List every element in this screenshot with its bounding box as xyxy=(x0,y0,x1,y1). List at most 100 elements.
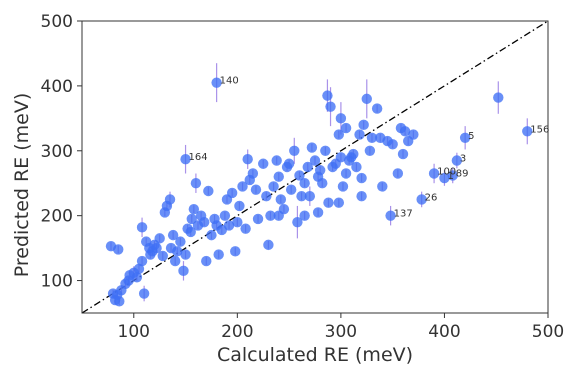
data-point xyxy=(186,213,197,225)
data-point xyxy=(522,126,533,137)
data-point xyxy=(252,213,264,225)
data-point xyxy=(131,272,143,283)
data-point xyxy=(447,170,458,181)
y-axis-title: Predicted RE (meV) xyxy=(11,93,33,278)
data-point xyxy=(299,210,310,221)
data-point xyxy=(459,132,471,143)
data-point xyxy=(271,155,282,166)
point-annotation: 100 xyxy=(437,166,456,177)
data-point xyxy=(377,181,388,192)
data-point xyxy=(354,129,365,140)
data-point xyxy=(219,210,231,221)
x-tick-label: 200 xyxy=(221,322,253,342)
data-point xyxy=(263,239,274,251)
data-point xyxy=(178,265,189,277)
data-point xyxy=(265,210,276,221)
data-point xyxy=(337,181,349,192)
data-point xyxy=(273,210,284,221)
data-point xyxy=(294,170,305,181)
data-point xyxy=(206,229,217,241)
data-point xyxy=(211,77,222,88)
data-point xyxy=(190,178,202,189)
data-point xyxy=(451,155,463,166)
x-tick-label: 300 xyxy=(325,322,357,342)
data-point xyxy=(113,244,124,255)
data-point xyxy=(223,220,235,231)
data-point xyxy=(309,155,321,166)
data-point xyxy=(268,181,279,192)
data-point xyxy=(203,185,214,197)
data-point xyxy=(296,191,307,202)
data-point xyxy=(493,92,504,103)
data-point xyxy=(201,255,212,267)
point-annotation: 156 xyxy=(530,124,549,135)
data-point xyxy=(157,250,168,262)
data-point xyxy=(180,154,191,165)
data-point xyxy=(333,197,345,208)
point-annotation: 26 xyxy=(425,192,438,203)
data-point xyxy=(392,168,404,179)
data-point xyxy=(399,126,411,137)
data-point xyxy=(356,172,367,184)
data-point xyxy=(250,184,262,195)
data-point xyxy=(371,103,383,114)
data-point xyxy=(247,168,259,179)
data-point xyxy=(154,233,165,244)
data-point xyxy=(356,191,367,202)
data-point xyxy=(364,145,376,156)
data-point xyxy=(299,178,310,189)
data-point xyxy=(292,216,303,228)
point-annotation: 140 xyxy=(220,76,239,87)
data-point xyxy=(175,236,186,247)
point-annotation: 164 xyxy=(189,152,208,163)
data-point xyxy=(322,90,333,101)
data-point xyxy=(213,249,224,260)
data-point xyxy=(320,145,331,156)
data-point xyxy=(151,242,162,254)
data-point xyxy=(317,178,328,189)
data-point xyxy=(306,142,318,153)
data-point xyxy=(136,255,148,267)
plot-frame xyxy=(81,20,549,314)
data-point xyxy=(242,154,253,165)
data-point xyxy=(240,223,251,234)
data-point xyxy=(226,187,238,199)
point-annotation: 3 xyxy=(460,154,466,165)
data-point xyxy=(136,222,148,233)
data-point xyxy=(335,113,347,124)
data-point xyxy=(408,129,419,140)
data-point xyxy=(258,158,269,169)
data-point xyxy=(198,216,210,228)
data-point xyxy=(185,226,196,238)
data-point xyxy=(133,263,145,275)
diagonal-line xyxy=(81,20,549,314)
data-point xyxy=(180,249,191,260)
data-point xyxy=(314,165,326,176)
data-point xyxy=(323,197,334,208)
data-point xyxy=(188,203,200,215)
data-point xyxy=(333,129,345,140)
data-point xyxy=(361,93,372,105)
data-point xyxy=(138,288,150,299)
data-point xyxy=(273,171,284,182)
data-point xyxy=(285,184,297,195)
point-annotation: 5 xyxy=(468,131,474,142)
y-tick-label: 100 xyxy=(41,272,73,292)
data-point xyxy=(348,148,359,160)
data-point xyxy=(351,161,362,173)
data-point xyxy=(325,101,336,112)
data-point xyxy=(428,168,440,179)
x-tick-label: 500 xyxy=(532,322,564,342)
data-point xyxy=(366,132,378,143)
data-point xyxy=(230,246,241,257)
x-axis-title: Calculated RE (meV) xyxy=(217,344,413,366)
x-tick-label: 100 xyxy=(118,322,150,342)
y-tick-label: 400 xyxy=(41,77,73,97)
data-point xyxy=(275,194,287,205)
data-point xyxy=(439,172,450,184)
data-point xyxy=(237,181,248,192)
data-point xyxy=(387,139,398,150)
data-point xyxy=(335,152,347,163)
data-point xyxy=(164,194,176,205)
